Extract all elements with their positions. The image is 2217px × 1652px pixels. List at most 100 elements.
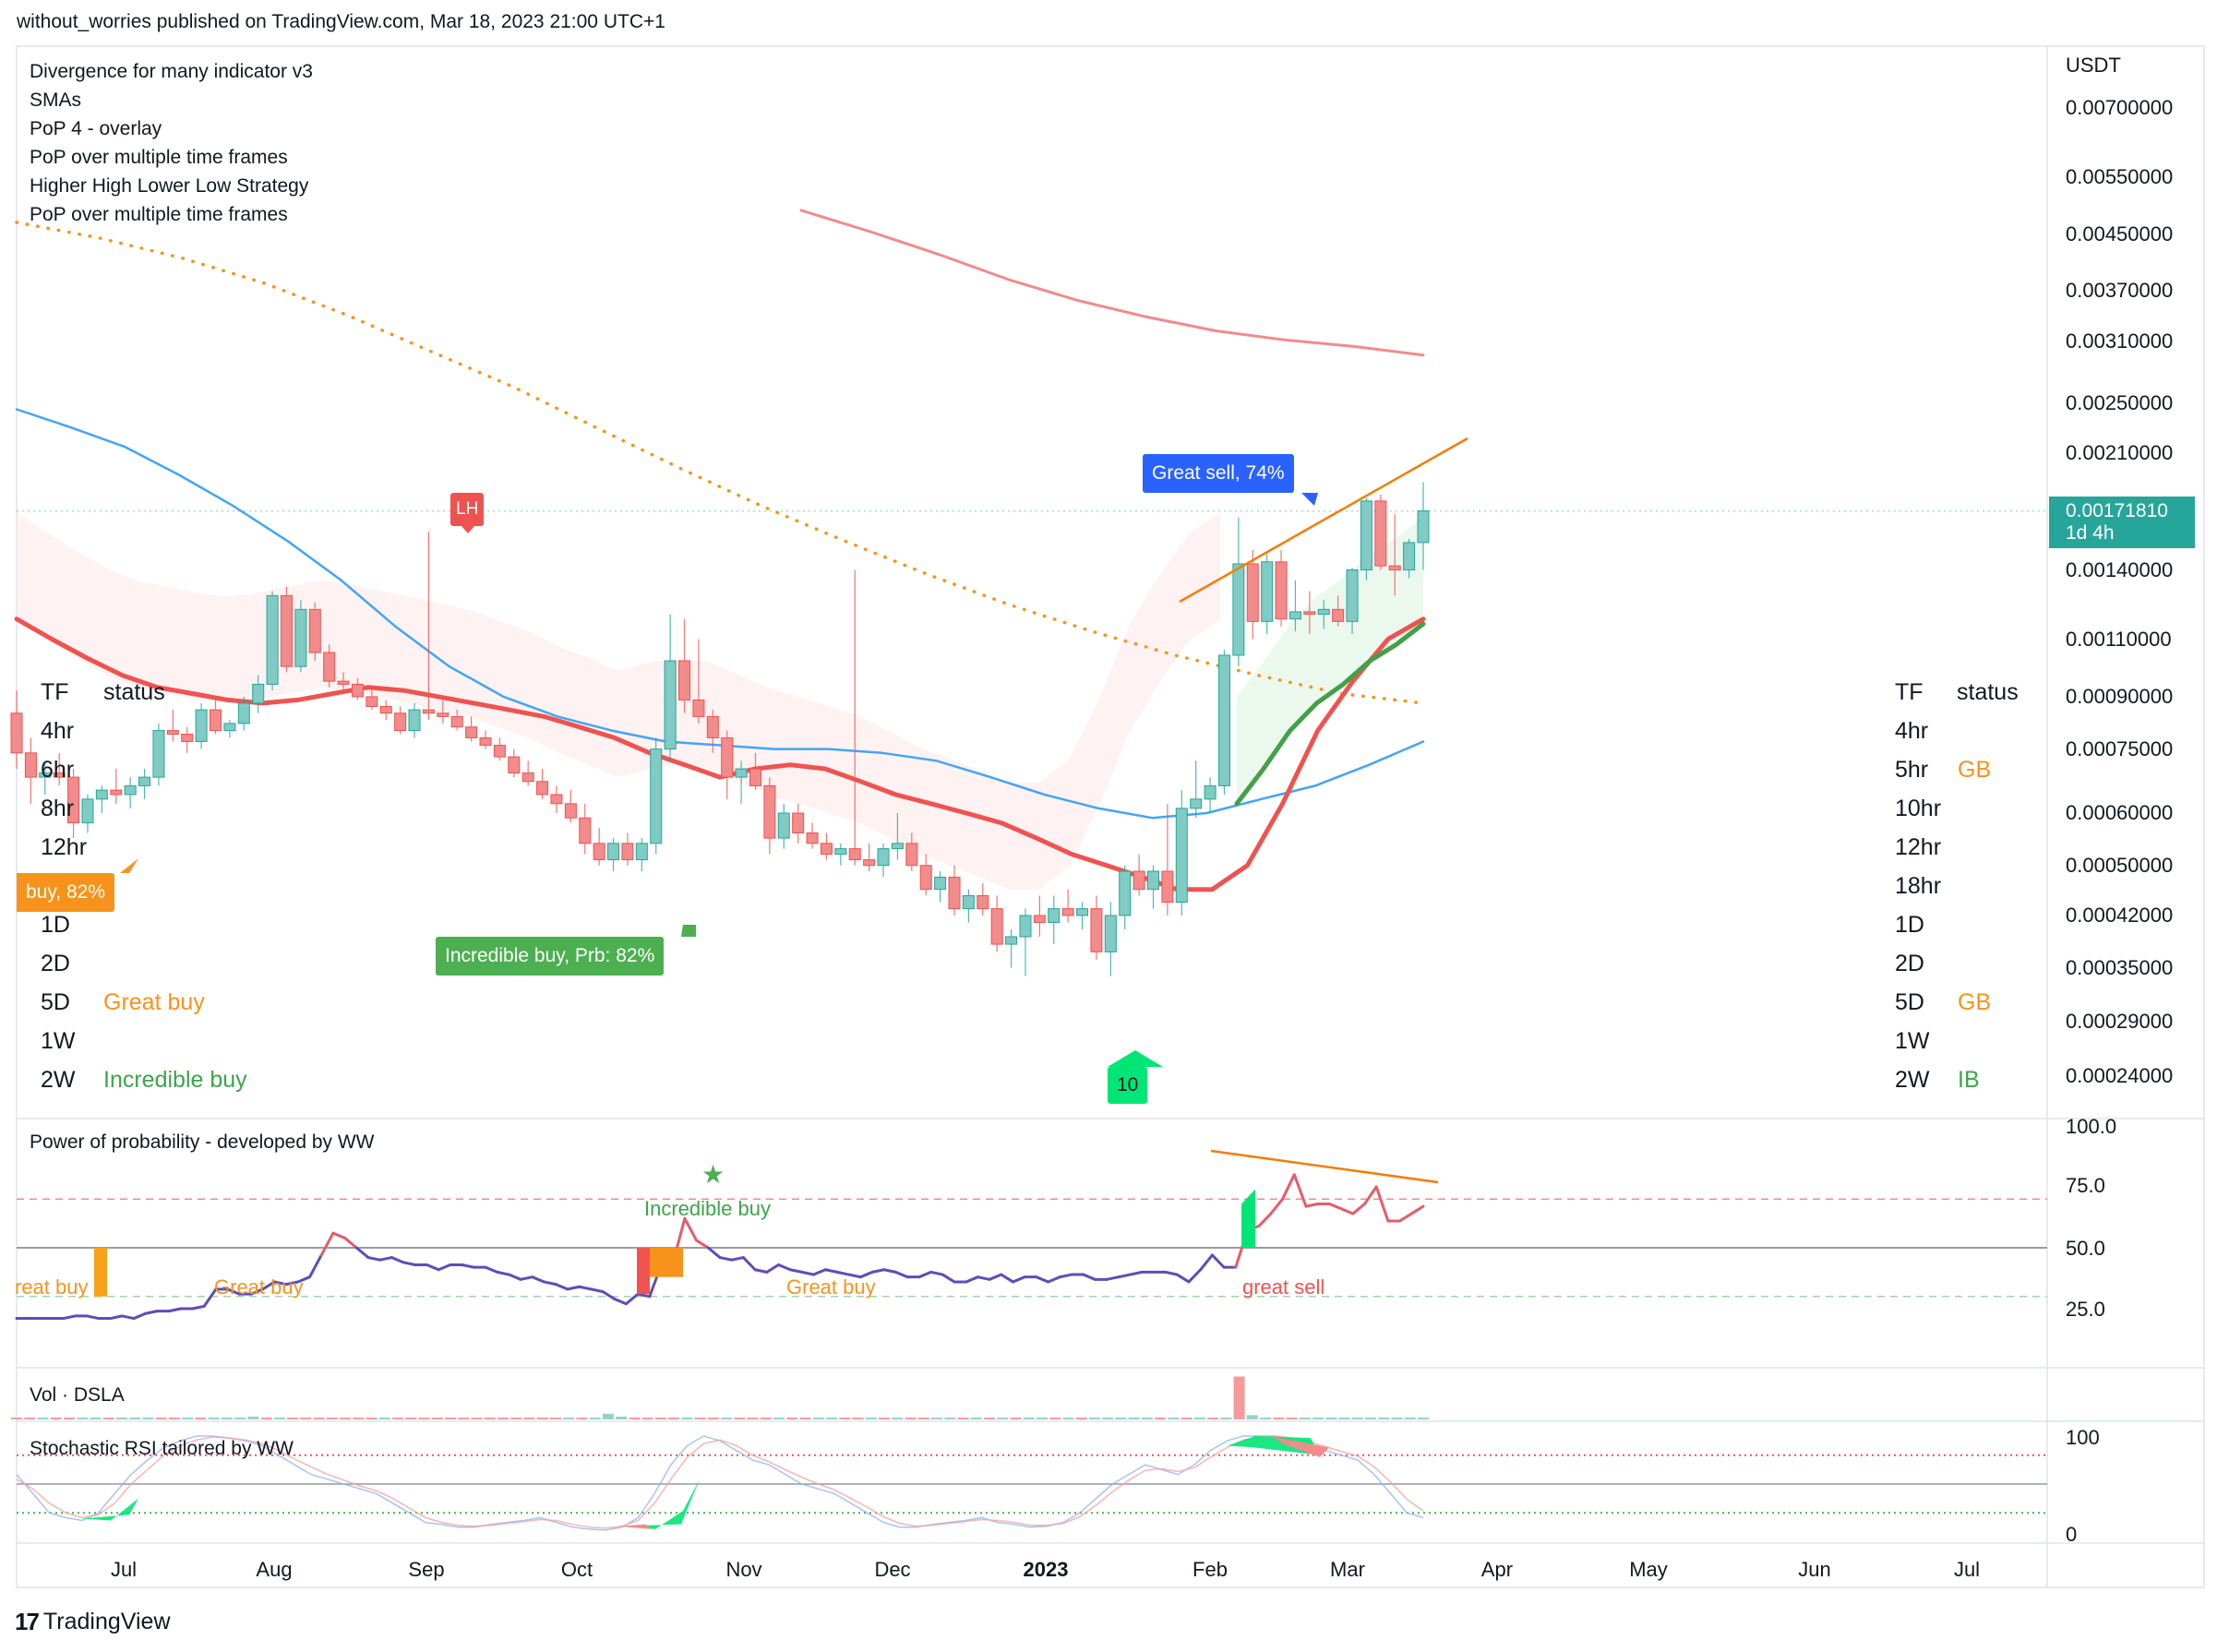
time-tick[interactable]: Oct [560, 1558, 593, 1581]
resistance-trendline [1179, 437, 1468, 604]
indicator-item[interactable]: PoP 4 - overlay [30, 118, 162, 139]
candle [1175, 790, 1188, 916]
pop-line-segment [777, 1263, 792, 1272]
pop-line-segment [835, 1270, 851, 1276]
left-table-status-header: status [103, 679, 165, 705]
candle-body [1388, 565, 1401, 571]
candle-body [820, 843, 833, 856]
candle [678, 618, 691, 713]
candle-body [721, 736, 734, 778]
indicator-item[interactable]: Divergence for many indicator v3 [30, 61, 313, 82]
time-tick[interactable]: Jul [110, 1558, 138, 1581]
volume-bar [721, 1418, 733, 1419]
candle [351, 677, 364, 700]
price-tick[interactable]: 0.00700000 [2066, 96, 2174, 119]
price-tick[interactable]: 0.00075000 [2066, 736, 2174, 760]
time-tick[interactable]: Aug [256, 1558, 293, 1581]
price-tick[interactable]: 0.00029000 [2066, 1010, 2174, 1034]
volume-bar [195, 1418, 207, 1419]
volume-bar [1260, 1418, 1272, 1419]
price-tick[interactable]: 0.00060000 [2066, 801, 2174, 825]
candles[interactable] [10, 482, 1430, 976]
indicator-item[interactable]: PoP over multiple time frames [30, 147, 288, 168]
price-tick[interactable]: 0.00024000 [2066, 1064, 2174, 1087]
stoch-pane-title[interactable]: Stochastic RSI tailored by WW [30, 1438, 294, 1459]
volume-bar [287, 1418, 299, 1419]
incredible-buy-pointer [681, 925, 696, 937]
candle-body [223, 723, 236, 732]
volume-bar [931, 1418, 943, 1419]
time-tick[interactable]: Apr [1480, 1558, 1514, 1581]
price-tick[interactable]: 0.00110000 [2066, 627, 2172, 651]
candle-body [1119, 870, 1132, 916]
price-tick[interactable]: 0.00035000 [2066, 955, 2174, 979]
candle-body [763, 784, 776, 839]
vol-pane-title[interactable]: Vol · DSLA [30, 1384, 125, 1406]
lh-badge[interactable]: LH [450, 493, 485, 526]
candle [252, 675, 265, 713]
candle [1132, 854, 1145, 896]
footer-brand: TradingView [42, 1609, 171, 1634]
candle [1417, 482, 1430, 570]
indicator-item[interactable]: SMAs [30, 90, 82, 111]
pop-pane-title[interactable]: Power of probability - developed by WW [30, 1131, 375, 1153]
candle-body [493, 745, 506, 758]
price-tick[interactable]: 0.00550000 [2066, 165, 2174, 188]
time-tick[interactable]: Jul [1953, 1558, 1981, 1581]
indicator-legend[interactable]: Divergence for many indicator v3 SMAs Po… [30, 57, 313, 229]
time-tick[interactable]: Feb [1192, 1558, 1228, 1581]
pop-line-segment [1175, 1273, 1191, 1284]
volume-bar [852, 1418, 864, 1419]
price-tick[interactable]: 0.00250000 [2066, 391, 2174, 415]
price-tick[interactable]: 0.00450000 [2066, 222, 2174, 246]
pop-line-segment [1327, 1202, 1343, 1211]
indicator-item[interactable]: Higher High Lower Low Strategy [30, 175, 309, 197]
price-tick[interactable]: 0.00042000 [2066, 903, 2174, 927]
candle [337, 672, 350, 691]
price-tick[interactable]: 0.00210000 [2066, 441, 2174, 465]
price-tick[interactable]: 0.00310000 [2066, 329, 2174, 353]
pop-line-segment [730, 1256, 745, 1262]
time-tick[interactable]: Nov [725, 1558, 762, 1581]
indicator-item[interactable]: PoP over multiple time frames [30, 204, 288, 225]
candle-body [422, 709, 435, 714]
red-ema-line [14, 617, 1426, 892]
volume-bar [1155, 1418, 1167, 1419]
volume-bar [629, 1418, 641, 1419]
time-tick[interactable]: Sep [408, 1558, 445, 1581]
candle [1317, 600, 1330, 629]
pop-tick: 25.0 [2066, 1298, 2105, 1321]
candle-body [1147, 870, 1160, 891]
candle [223, 720, 236, 738]
left-buy-label[interactable]: buy, 82% [17, 873, 114, 912]
time-tick[interactable]: May [1629, 1558, 1668, 1581]
candle-body [1132, 870, 1145, 891]
time-tick[interactable]: Jun [1798, 1558, 1831, 1581]
volume-bar [523, 1418, 535, 1419]
great-sell-label[interactable]: Great sell, 74% [1143, 454, 1294, 493]
volume-bar [1075, 1418, 1087, 1419]
pop-histogram-bar [650, 1248, 683, 1277]
time-tick[interactable]: Dec [874, 1558, 911, 1581]
price-tick[interactable]: 0.00090000 [2066, 684, 2174, 708]
candle [280, 586, 293, 673]
candle-body [706, 715, 719, 738]
trendlines[interactable] [120, 437, 1468, 1067]
price-axis-currency[interactable]: USDT [2066, 54, 2121, 77]
time-tick[interactable]: 2023 [1023, 1558, 1069, 1581]
price-tick[interactable]: 0.00140000 [2066, 557, 2174, 581]
price-tick[interactable]: 0.00370000 [2066, 279, 2174, 303]
incredible-buy-label[interactable]: Incredible buy, Prb: 82% [436, 937, 665, 976]
candle [379, 700, 392, 721]
volume-bar [458, 1418, 470, 1419]
candle-body [579, 817, 592, 844]
candle-body [962, 895, 975, 910]
price-tick[interactable]: 0.00050000 [2066, 853, 2174, 877]
candle-body [53, 772, 66, 778]
count-badge[interactable]: 10 [1108, 1067, 1148, 1104]
volume-bar [1220, 1418, 1232, 1419]
pop-line-segment [401, 1261, 417, 1266]
time-tick[interactable]: Mar [1330, 1558, 1365, 1581]
tf-label: 2W [41, 1067, 76, 1093]
